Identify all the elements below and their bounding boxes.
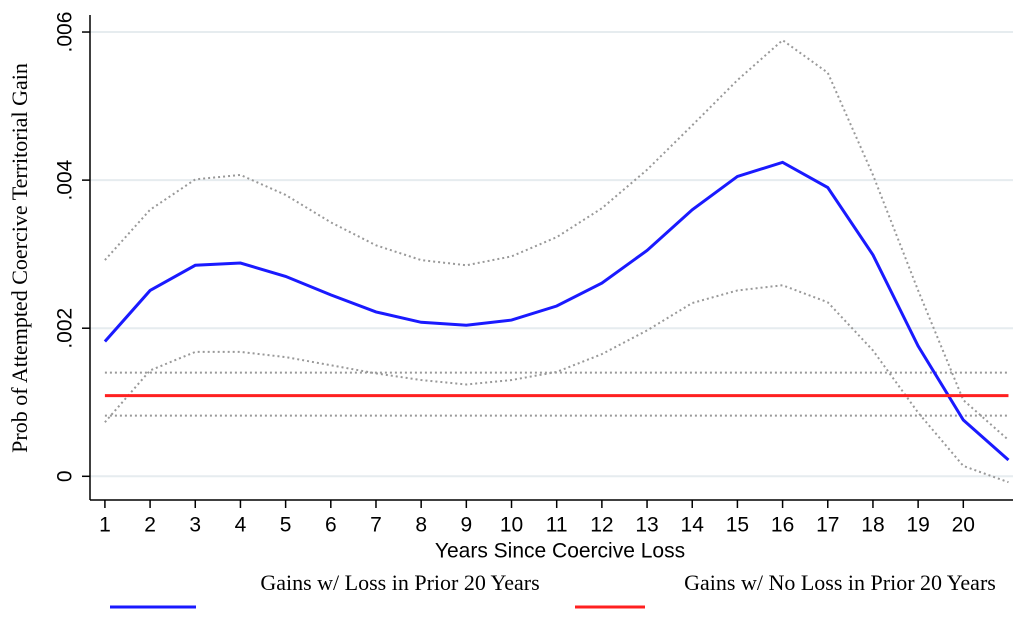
x-tick-label: 18 xyxy=(861,514,884,537)
legend-label: Gains w/ Loss in Prior 20 Years xyxy=(260,570,540,595)
x-tick-label: 15 xyxy=(726,514,749,537)
x-tick-label: 11 xyxy=(546,514,568,537)
x-tick-label: 1 xyxy=(99,514,111,537)
x-tick-label: 4 xyxy=(235,514,247,537)
ci-line xyxy=(104,38,1010,441)
x-tick-label: 5 xyxy=(280,514,292,537)
x-tick-label: 14 xyxy=(681,514,705,537)
y-tick-label: 0 xyxy=(54,470,77,482)
x-axis-label: Years Since Coercive Loss xyxy=(435,540,685,563)
x-tick-label: 10 xyxy=(500,514,523,537)
series-line xyxy=(103,160,1010,462)
x-tick-label: 7 xyxy=(370,514,382,537)
x-tick-label: 8 xyxy=(415,514,427,537)
y-tick-label: .004 xyxy=(54,159,77,200)
x-tick-label: 20 xyxy=(952,514,975,537)
x-tick-label: 19 xyxy=(906,514,929,537)
x-tick-label: 2 xyxy=(144,514,156,537)
x-tick-label: 13 xyxy=(635,514,658,537)
y-tick-label: .002 xyxy=(54,308,77,349)
x-tick-label: 16 xyxy=(771,514,794,537)
y-axis-label: Prob of Attempted Coercive Territorial G… xyxy=(7,63,32,453)
ci-line xyxy=(104,284,1009,484)
x-tick-label: 12 xyxy=(590,514,613,537)
x-tick-label: 9 xyxy=(460,514,472,537)
x-tick-label: 17 xyxy=(816,514,839,537)
x-tick-label: 3 xyxy=(189,514,201,537)
y-tick-label: .006 xyxy=(54,12,77,53)
x-tick-label: 6 xyxy=(325,514,337,537)
legend-label: Gains w/ No Loss in Prior 20 Years xyxy=(684,570,996,595)
